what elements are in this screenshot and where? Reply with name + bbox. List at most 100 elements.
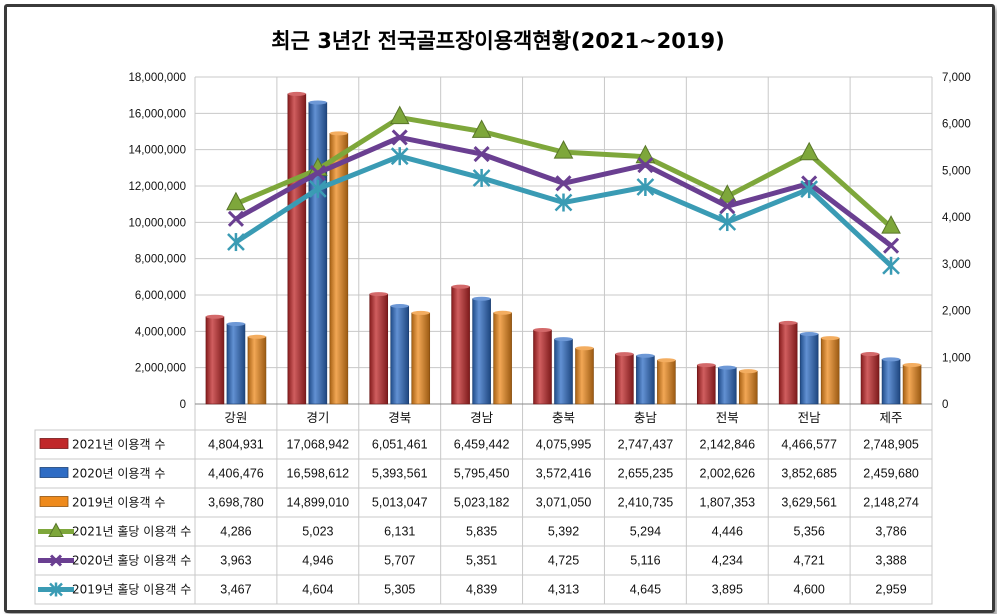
table-cell-value: 5,351 xyxy=(466,554,497,568)
bar-top xyxy=(575,346,594,351)
table-cell-value: 2,748,905 xyxy=(863,438,919,452)
table-cell-value: 3,467 xyxy=(220,583,251,597)
line-point-marker xyxy=(553,140,574,159)
table-cell-value: 4,725 xyxy=(548,554,579,568)
table-cell-value: 4,604 xyxy=(302,583,333,597)
table-cell-value: 5,013,047 xyxy=(372,496,428,510)
bar-top xyxy=(411,310,430,315)
table-cell-value: 4,075,995 xyxy=(536,438,592,452)
table-cell-value: 3,698,780 xyxy=(208,496,264,510)
chart-frame xyxy=(4,4,995,613)
bar-top xyxy=(739,369,758,374)
left-axis-tick-label: 10,000,000 xyxy=(128,217,186,229)
left-axis-tick-label: 16,000,000 xyxy=(128,108,186,120)
legend-series-name: 2020년 이용객 수 xyxy=(72,467,165,481)
bar xyxy=(411,312,431,405)
legend-series-name: 2019년 이용객 수 xyxy=(72,496,165,510)
line-point-marker xyxy=(799,141,819,161)
bar xyxy=(738,370,758,405)
table-cell-value: 2,747,437 xyxy=(618,438,674,452)
category-label: 경북 xyxy=(388,410,411,425)
table-cell-value: 5,023 xyxy=(302,525,333,539)
category-label: 강원 xyxy=(224,410,247,425)
left-axis-tick-label: 2,000,000 xyxy=(135,363,186,375)
table-cell-value: 2,655,235 xyxy=(618,467,674,481)
left-axis-tick-label: 8,000,000 xyxy=(135,254,186,266)
bar xyxy=(329,133,349,405)
table-row: 2019년 이용객 수 3,698,780 14,899,010 5,013,047 5… xyxy=(39,496,919,510)
bar xyxy=(369,293,389,405)
table-cell-value: 6,459,442 xyxy=(454,438,510,452)
bar xyxy=(902,364,922,405)
table-cell-value: 3,071,050 xyxy=(536,496,592,510)
right-axis-tick-label: 5,000 xyxy=(942,165,971,177)
table-cell-value: 4,600 xyxy=(794,583,825,597)
table-cell-value: 4,804,931 xyxy=(208,438,264,452)
legend-bar-swatch xyxy=(39,467,69,478)
line-point-marker xyxy=(227,210,245,227)
table-cell-value: 5,392 xyxy=(548,525,579,539)
table-cell-value: 5,305 xyxy=(384,583,415,597)
bar xyxy=(636,355,655,405)
right-axis-tick-label: 1,000 xyxy=(942,352,971,364)
table-cell-value: 6,051,461 xyxy=(372,438,428,452)
legend-series-name: 2021년 홀당 이용객 수 xyxy=(72,525,191,539)
line-point-marker xyxy=(881,215,901,234)
line-point-marker xyxy=(800,180,819,199)
lines xyxy=(226,105,901,275)
table-cell-value: 3,852,685 xyxy=(781,467,837,481)
line-point-marker xyxy=(882,237,900,254)
legend-marker xyxy=(49,554,63,567)
bar-top xyxy=(369,292,388,297)
bar xyxy=(247,336,267,405)
bar xyxy=(472,298,491,405)
bar xyxy=(575,347,594,405)
table-cell-value: 2,148,274 xyxy=(863,496,919,510)
bar-top xyxy=(636,353,655,358)
category-label: 제주 xyxy=(880,410,903,425)
bar-top xyxy=(308,100,327,105)
left-axis-tick-label: 0 xyxy=(180,399,186,411)
bar-top xyxy=(697,363,716,368)
data-table: 2021년 이용객 수 4,804,931 17,068,942 6,051,461 6… xyxy=(34,429,933,605)
bar-top xyxy=(247,334,266,339)
bar xyxy=(717,367,737,405)
bar-top xyxy=(861,352,880,357)
table-cell-value: 4,446 xyxy=(712,525,743,539)
table-cell-value: 5,393,561 xyxy=(372,467,428,481)
left-axis-tick-label: 12,000,000 xyxy=(128,181,186,193)
line-point-marker xyxy=(390,147,409,166)
left-axis-tick-label: 18,000,000 xyxy=(128,72,186,84)
table-row: 2020년 홀당 이용객 수 3,963 4,946 5,707 5,351 4,725 5… xyxy=(38,554,907,568)
category-label: 충남 xyxy=(634,410,658,425)
bar-top xyxy=(205,314,224,319)
bar xyxy=(615,353,634,405)
table-cell-value: 1,807,353 xyxy=(699,496,755,510)
bar xyxy=(390,305,410,405)
left-axis-tick-label: 6,000,000 xyxy=(135,290,186,302)
bar-top xyxy=(226,321,245,326)
bar xyxy=(778,322,798,405)
legend-series-name: 2020년 홀당 이용객 수 xyxy=(72,554,191,568)
bar xyxy=(554,338,573,405)
line-point-marker xyxy=(472,168,491,187)
table-cell-value: 2,142,846 xyxy=(699,438,755,452)
bar xyxy=(287,93,307,405)
table-cell-value: 2,459,680 xyxy=(863,467,919,481)
line-point-marker xyxy=(718,213,737,232)
table-cell-value: 4,286 xyxy=(220,525,251,539)
table-cell-value: 3,786 xyxy=(875,525,906,539)
line-point-marker xyxy=(309,164,326,182)
line-point-marker xyxy=(226,191,246,211)
line-point-marker xyxy=(473,145,490,163)
table-cell-value: 4,839 xyxy=(466,583,497,597)
legend-marker xyxy=(48,522,64,537)
bars xyxy=(205,91,922,405)
bar-top xyxy=(821,336,840,341)
table-row: 2019년 홀당 이용객 수 3,467 4,604 5,305 4,839 4,313 4… xyxy=(38,582,907,597)
line-point-marker xyxy=(227,233,245,252)
table-cell-value: 3,629,561 xyxy=(781,496,837,510)
table-cell-value: 3,388 xyxy=(875,554,906,568)
table-row: 2020년 이용객 수 4,406,476 16,598,612 5,393,561 5… xyxy=(39,467,919,481)
